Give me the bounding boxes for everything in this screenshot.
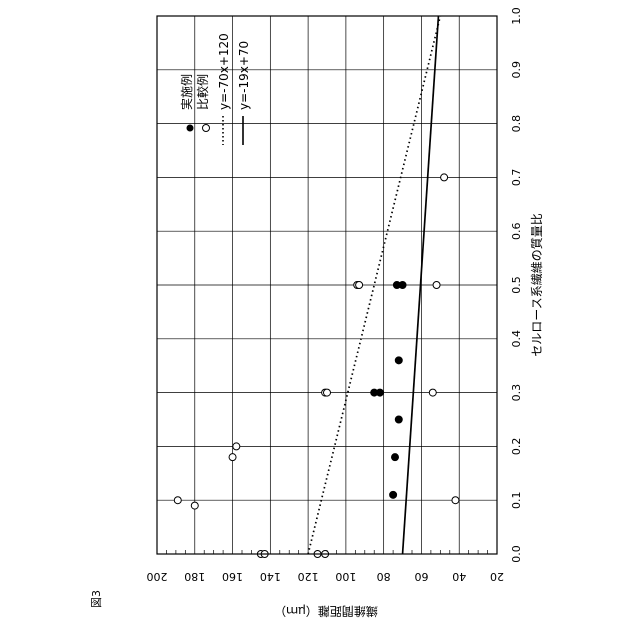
- x-tick-label: 0.3: [510, 384, 523, 402]
- data-point-open: [356, 282, 363, 289]
- data-point-open: [441, 174, 448, 181]
- data-point-filled: [392, 454, 399, 461]
- data-point-filled: [395, 416, 402, 423]
- y-tick-label: 40: [452, 570, 466, 583]
- data-point-open: [452, 497, 459, 504]
- x-tick-label: 0.0: [510, 545, 523, 563]
- x-tick-label: 1.0: [510, 7, 523, 25]
- x-tick-label: 0.2: [510, 438, 523, 456]
- figure-label: 図3: [88, 590, 104, 608]
- x-tick-labels: 0.0 0.1 0.2 0.3 0.4 0.5 0.6 0.7 0.8 0.9 1.0: [510, 7, 523, 563]
- x-tick-label: 0.8: [510, 115, 523, 133]
- y-tick-label: 80: [377, 570, 391, 583]
- x-tick-label: 0.6: [510, 222, 523, 240]
- y-tick-label: 100: [335, 570, 356, 583]
- y-tick-label: 20: [490, 570, 504, 583]
- legend-label-series-1: 実施例: [179, 74, 194, 110]
- y-tick-label: 180: [184, 570, 205, 583]
- x-tick-label: 0.5: [510, 276, 523, 294]
- data-point-open: [429, 389, 436, 396]
- y-axis-title: 繊維間距離（μｍ）: [274, 604, 378, 618]
- data-point-open: [174, 497, 181, 504]
- data-point-filled: [395, 357, 402, 364]
- legend-label-line-1: y=-70x+120: [217, 33, 231, 110]
- legend-marker-filled: [187, 125, 194, 132]
- y-tick-label: 200: [147, 570, 168, 583]
- data-point-open: [433, 282, 440, 289]
- y-tick-label: 160: [222, 570, 243, 583]
- data-point-filled: [390, 491, 397, 498]
- data-point-open: [233, 443, 240, 450]
- x-axis-title: セルロース系繊維の質量比: [529, 213, 544, 356]
- y-tick-label: 120: [298, 570, 319, 583]
- y-tick-label: 140: [260, 570, 281, 583]
- data-point-open: [191, 502, 198, 509]
- x-tick-label: 0.1: [510, 491, 523, 509]
- x-tick-label: 0.7: [510, 169, 523, 187]
- data-point-open: [229, 454, 236, 461]
- y-tick-labels: 20 40 60 80 100 120 140 160 180 200: [147, 570, 505, 583]
- legend: 実施例 比較例 y=-70x+120 y=-19x+70: [179, 33, 251, 145]
- data-point-filled: [399, 282, 406, 289]
- legend-label-series-2: 比較例: [195, 74, 210, 110]
- x-tick-label: 0.9: [510, 61, 523, 79]
- y-tick-label: 60: [414, 570, 428, 583]
- data-point-filled: [376, 389, 383, 396]
- x-tick-label: 0.4: [510, 330, 523, 348]
- legend-marker-open: [203, 125, 210, 132]
- data-point-open: [324, 389, 331, 396]
- legend-label-line-2: y=-19x+70: [237, 41, 251, 110]
